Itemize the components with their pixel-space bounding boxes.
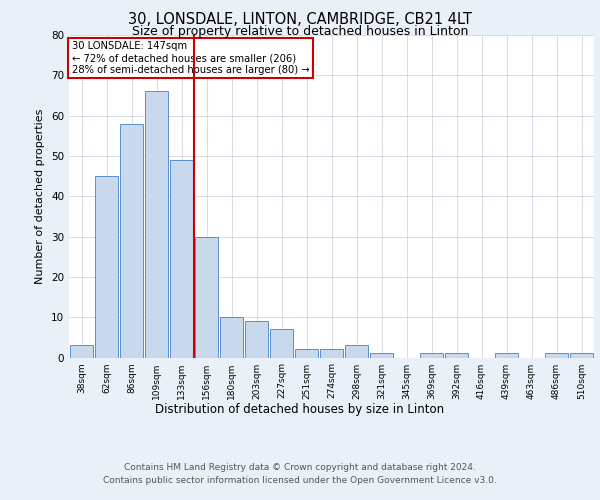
- Text: Contains public sector information licensed under the Open Government Licence v3: Contains public sector information licen…: [103, 476, 497, 485]
- Text: Size of property relative to detached houses in Linton: Size of property relative to detached ho…: [132, 25, 468, 38]
- Bar: [570, 354, 593, 358]
- Bar: [345, 346, 368, 358]
- Bar: [245, 321, 268, 358]
- Bar: [295, 350, 318, 358]
- Bar: [145, 92, 168, 358]
- Bar: [195, 236, 218, 358]
- Text: 30 LONSDALE: 147sqm
← 72% of detached houses are smaller (206)
28% of semi-detac: 30 LONSDALE: 147sqm ← 72% of detached ho…: [71, 42, 309, 74]
- Bar: [120, 124, 143, 358]
- Bar: [445, 354, 468, 358]
- Text: Contains HM Land Registry data © Crown copyright and database right 2024.: Contains HM Land Registry data © Crown c…: [124, 462, 476, 471]
- Bar: [170, 160, 193, 358]
- Bar: [270, 330, 293, 357]
- Bar: [420, 354, 443, 358]
- Bar: [70, 346, 93, 358]
- Text: Distribution of detached houses by size in Linton: Distribution of detached houses by size …: [155, 402, 445, 415]
- Bar: [220, 317, 243, 358]
- Bar: [545, 354, 568, 358]
- Bar: [320, 350, 343, 358]
- Bar: [370, 354, 393, 358]
- Bar: [95, 176, 118, 358]
- Text: 30, LONSDALE, LINTON, CAMBRIDGE, CB21 4LT: 30, LONSDALE, LINTON, CAMBRIDGE, CB21 4L…: [128, 12, 472, 28]
- Bar: [495, 354, 518, 358]
- Y-axis label: Number of detached properties: Number of detached properties: [35, 108, 46, 284]
